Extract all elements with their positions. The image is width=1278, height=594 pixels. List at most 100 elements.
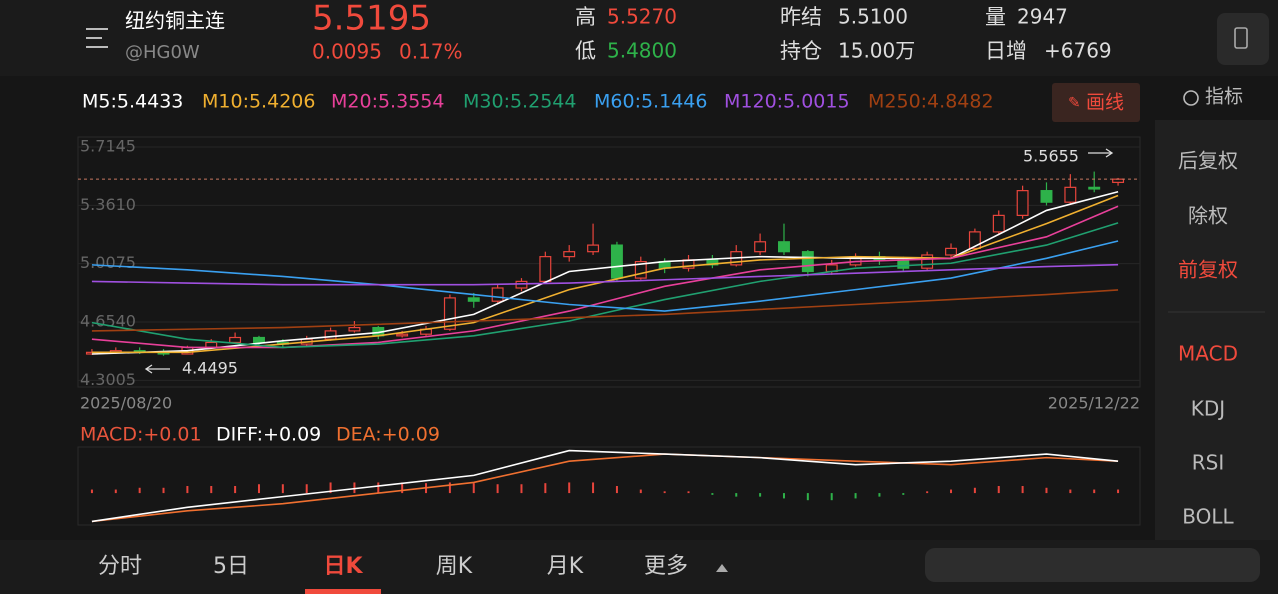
macd-bar: [830, 493, 833, 501]
indicator-button[interactable]: 指标: [1205, 86, 1243, 108]
daily-change-label: 日增: [985, 39, 1027, 63]
high-value: 5.5270: [607, 5, 677, 29]
ma-line: [91, 263, 1119, 286]
x-start-label: 2025/08/20: [80, 394, 172, 413]
candle-body: [348, 326, 361, 332]
indicator-icon: [1183, 90, 1199, 106]
candle-body: [396, 333, 409, 337]
macd-bar: [592, 482, 595, 494]
ma-line: [91, 222, 1119, 349]
sidebar-item[interactable]: 前复权: [1178, 258, 1238, 282]
macd-bar: [926, 491, 929, 494]
tab[interactable]: 5日: [213, 554, 249, 579]
macd-bar: [568, 482, 571, 494]
tab[interactable]: 分时: [98, 554, 142, 579]
macd-bar: [902, 493, 905, 495]
candle-body: [467, 297, 480, 302]
macd-bar: [138, 487, 141, 494]
macd-bar: [114, 489, 117, 494]
macd-bar: [544, 483, 547, 494]
tab[interactable]: 月K: [547, 554, 584, 579]
ma-legend-item: M30:5.2544: [463, 91, 576, 113]
macd-bar: [615, 486, 618, 494]
ma-legend-item: M250:4.8482: [868, 91, 994, 113]
candle-body: [1016, 190, 1029, 216]
instrument-code: @HG0W: [125, 42, 200, 63]
prev-settle-label: 昨结: [780, 5, 822, 29]
macd-bar: [401, 482, 404, 494]
macd-bar: [520, 484, 523, 494]
macd-bar: [663, 491, 666, 494]
y-tick-label: 4.3005: [80, 370, 136, 389]
header-bg: [0, 0, 1278, 76]
candle-body: [491, 287, 504, 302]
macd-panel: [77, 446, 1141, 526]
candle-body: [754, 241, 767, 253]
ma-legend-item: M20:5.3554: [331, 91, 444, 113]
sidebar-item[interactable]: 后复权: [1178, 149, 1238, 173]
tab[interactable]: 日K: [323, 554, 363, 579]
ma-line: [91, 205, 1119, 349]
macd-bar: [759, 493, 762, 497]
candle-body: [539, 256, 552, 282]
max-label: 5.5655: [1023, 147, 1079, 166]
open-interest-value: 15.00万: [838, 39, 915, 63]
macd-bar: [1021, 486, 1024, 494]
macd-legend-item: DEA:+0.09: [336, 424, 440, 446]
sidebar-item[interactable]: RSI: [1192, 451, 1225, 475]
macd-line: [91, 449, 1119, 523]
last-price: 5.5195: [312, 0, 431, 39]
sidebar-item[interactable]: KDJ: [1191, 397, 1225, 421]
macd-bar: [878, 493, 881, 497]
more-arrow[interactable]: [716, 564, 728, 572]
instrument-name: 纽约铜主连: [125, 9, 225, 33]
macd-legend-item: DIFF:+0.09: [216, 424, 321, 446]
ma-legend-item: M5:5.4433: [82, 91, 183, 113]
macd-bar: [806, 493, 809, 501]
candle-body: [1040, 190, 1053, 203]
y-tick-label: 5.7145: [80, 136, 136, 155]
macd-bar: [377, 482, 380, 494]
candle-body: [706, 259, 719, 266]
macd-bar: [448, 482, 451, 494]
y-tick-label: 5.3610: [80, 195, 136, 214]
price-panel: [77, 136, 1141, 388]
sidebar-item[interactable]: MACD: [1178, 342, 1238, 366]
candle-body: [921, 254, 934, 269]
candle-body: [563, 251, 576, 258]
device-button[interactable]: [1217, 13, 1269, 65]
candle-body: [968, 231, 981, 249]
macd-bar: [687, 491, 690, 494]
macd-bar: [257, 484, 260, 494]
x-end-label: 2025/12/22: [1048, 394, 1140, 413]
draw-button-label[interactable]: 画线: [1086, 92, 1124, 114]
ma-legend-item: M60:5.1446: [594, 91, 707, 113]
max-arrow: [1088, 148, 1114, 158]
low-label: 低: [575, 39, 596, 63]
sidebar-item[interactable]: 除权: [1188, 204, 1228, 228]
candle-body: [443, 297, 456, 330]
candle-body: [253, 336, 265, 344]
macd-bar: [950, 489, 953, 494]
macd-bar: [1069, 489, 1072, 494]
candle-body: [897, 259, 910, 269]
menu-icon[interactable]: [86, 28, 108, 48]
macd-bar: [329, 482, 332, 494]
ma-line: [91, 289, 1119, 332]
draw-button[interactable]: [1052, 83, 1140, 122]
min-arrow: [144, 364, 170, 374]
macd-bar: [305, 484, 308, 494]
candle-body: [945, 247, 957, 256]
volume-value: 2947: [1017, 5, 1068, 29]
price-change-pct: 0.17%: [399, 40, 463, 64]
macd-bar: [997, 486, 1000, 494]
sidebar-item[interactable]: BOLL: [1182, 505, 1234, 529]
macd-bar: [711, 493, 714, 495]
candle-body: [1064, 186, 1077, 203]
macd-bar: [639, 489, 642, 494]
macd-legend-item: MACD:+0.01: [80, 424, 202, 446]
macd-bar: [1045, 487, 1048, 494]
tab[interactable]: 周K: [436, 554, 473, 579]
tab[interactable]: 更多: [644, 554, 688, 579]
